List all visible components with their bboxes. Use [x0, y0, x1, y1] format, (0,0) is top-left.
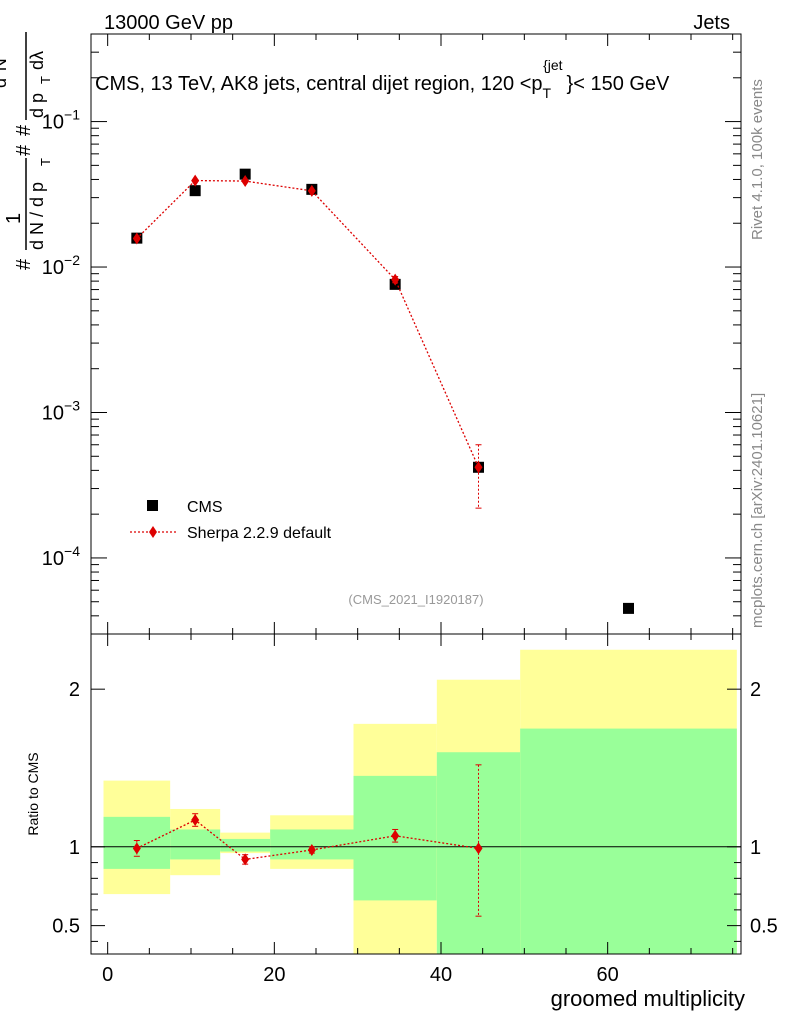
ratio-point [191, 814, 200, 827]
cms-point [189, 185, 201, 197]
x-axis-label: groomed multiplicity [551, 986, 745, 1011]
ratio-tick-label-left: 2 [69, 679, 80, 701]
ratio-y-axis-label: Ratio to CMS [25, 752, 41, 835]
mc-line [136, 179, 480, 468]
x-tick-label: 0 [102, 964, 113, 986]
title-tail: }< 150 GeV [567, 73, 671, 95]
x-tick-label: 60 [597, 964, 619, 986]
y-tick-label: 10−3 [42, 397, 80, 424]
title-superscript: {jet [543, 57, 563, 73]
mc-point [391, 273, 400, 286]
legend-mc-label: Sherpa 2.2.9 default [187, 525, 332, 542]
ratio-point [474, 842, 483, 855]
mc-point [474, 461, 483, 474]
ylabel-d: d [0, 78, 10, 88]
plot-title: CMS, 13 TeV, AK8 jets, central dijet reg… [95, 57, 670, 101]
ylabel-hash3: # [13, 124, 35, 136]
ratio-tick-label-left: 1 [69, 837, 80, 859]
title-subscript: T [543, 85, 552, 101]
ylabel-T: T [38, 158, 53, 166]
y-tick-label: 10−4 [42, 543, 80, 570]
ylabel-T2: T [38, 76, 53, 84]
mc-point [132, 232, 141, 245]
ylabel-dN: d N / d p [27, 182, 47, 250]
ratio-uncertainty-bands [103, 649, 737, 954]
ratio-layer [132, 764, 483, 917]
ratio-point [307, 843, 316, 856]
ratio-tick-label-right: 0.5 [750, 916, 778, 938]
cms-point [623, 602, 634, 614]
mc-point [241, 175, 250, 188]
y-tick-label: 10−1 [42, 107, 80, 134]
y-tick-label: 10−2 [42, 252, 80, 279]
ylabel-dp: d p [27, 93, 47, 118]
ylabel-two: 2 [0, 71, 1, 78]
ratio-panel-frame [90, 633, 742, 955]
main-panel-frame [90, 33, 742, 635]
ratio-tick-label-right: 1 [750, 837, 761, 859]
series-layer [131, 168, 634, 614]
axis-ticks: 0 20 40 60 10−1 10−2 10−3 10−4 0.5 0.5 1 1 2 2 [42, 33, 778, 986]
ratio-point [391, 829, 400, 842]
ylabel-dlambda: dλ [27, 51, 47, 70]
legend-cms-label: CMS [187, 499, 223, 516]
ratio-point [241, 853, 250, 866]
cms-point [239, 168, 251, 180]
header-left: 13000 GeV pp [104, 12, 233, 34]
mcplots-label: mcplots.cern.ch [arXiv:2401.10621] [749, 393, 766, 628]
analysis-id: (CMS_2021_I1920187) [348, 592, 483, 607]
ratio-tick-label-left: 0.5 [52, 916, 80, 938]
band-inner-1 [170, 829, 221, 860]
ratio-point [132, 842, 141, 855]
rivet-label: Rivet 4.1.0, 100k events [749, 79, 766, 240]
plot-frames [90, 33, 742, 955]
ylabel-d2N: d2N [0, 58, 10, 88]
header-right: Jets [693, 12, 730, 34]
mc-point [191, 174, 200, 187]
legend: CMS Sherpa 2.2.9 default [130, 499, 332, 542]
ylabel-N: N [0, 58, 10, 71]
main-y-axis-label: # 1 d N / d p T # # d2N d p T dλ [0, 32, 53, 270]
legend-mc-marker [149, 526, 157, 538]
ylabel-hash2: # [13, 144, 35, 156]
legend-cms-marker [147, 500, 158, 511]
mc-point [307, 184, 316, 197]
title-main: CMS, 13 TeV, AK8 jets, central dijet reg… [95, 73, 543, 95]
band-inner-2 [220, 838, 271, 852]
x-tick-label: 40 [430, 964, 452, 986]
ylabel-one: 1 [3, 213, 25, 224]
ylabel-hash1: # [13, 258, 35, 270]
x-tick-label: 20 [263, 964, 285, 986]
ratio-tick-label-right: 2 [750, 679, 761, 701]
band-inner-6 [520, 728, 737, 954]
